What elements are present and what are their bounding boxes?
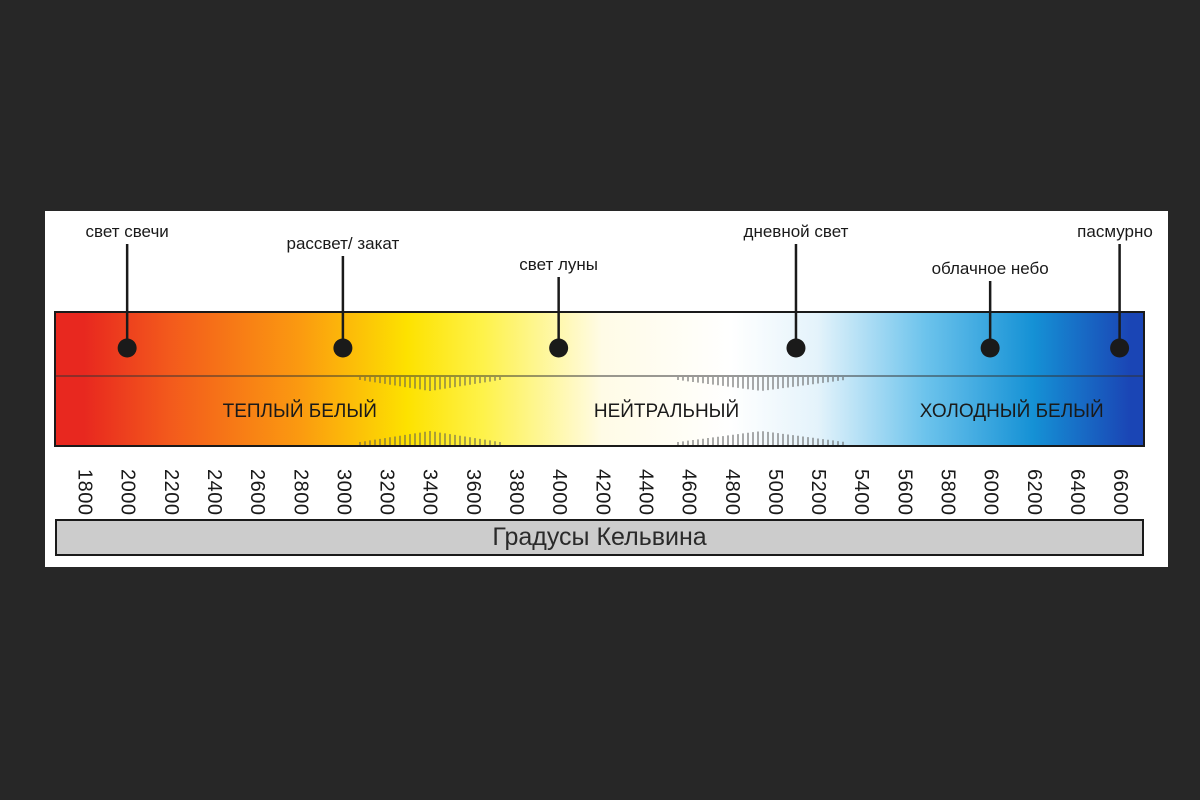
tick-label: 5000 (763, 469, 786, 516)
tick-label: 4400 (634, 469, 657, 516)
annotation-marker-dot (333, 338, 353, 358)
tick-label: 3400 (418, 469, 441, 516)
tick-label: 3000 (332, 469, 355, 516)
color-temperature-chart: свет свечи рассвет/ закат свет луны дневной… (45, 211, 1168, 567)
spectrum-bar (55, 312, 1144, 446)
tick-label: 5200 (807, 469, 830, 516)
tick-label: 6000 (979, 469, 1002, 516)
tick-label: 2800 (289, 469, 312, 516)
tick-label: 3800 (505, 469, 527, 516)
annotation-label: свет свечи (85, 222, 169, 241)
tick-label: 5400 (850, 469, 873, 516)
tick-label: 4600 (677, 469, 700, 516)
annotation-marker-dot (980, 338, 1000, 358)
tick-label: 6400 (1065, 469, 1088, 516)
hatch-marks (359, 377, 844, 445)
tick-label: 5600 (893, 469, 916, 516)
tick-label: 2200 (159, 469, 182, 516)
annotation-marker-dot (786, 338, 806, 358)
tick-label: 6600 (1109, 469, 1132, 516)
tick-label: 4200 (591, 469, 614, 516)
annotation-label: рассвет/ закат (286, 234, 400, 253)
zone-label: НЕЙТРАЛЬНЫЙ (593, 401, 740, 422)
annotation-label: свет луны (519, 255, 599, 274)
tick-label: 2600 (246, 469, 269, 516)
annotation-marker-dot (1110, 338, 1130, 358)
unit-label: Градусы Кельвина (492, 523, 707, 551)
zone-label: ТЕПЛЫЙ БЕЛЫЙ (222, 401, 377, 422)
annotation-label: дневной свет (743, 222, 849, 241)
annotation-marker-dot (117, 338, 137, 358)
tick-label: 5800 (936, 469, 959, 516)
tick-label: 1800 (73, 469, 96, 516)
tick-label: 3600 (461, 469, 484, 516)
tick-label: 2400 (202, 469, 225, 516)
tick-area (55, 446, 1144, 519)
tick-label: 4000 (548, 469, 571, 516)
color-temperature-diagram (54, 244, 1145, 519)
zone-label: ХОЛОДНЫЙ БЕЛЫЙ (919, 401, 1104, 422)
tick-label: 4800 (720, 469, 743, 516)
tick-label: 6200 (1022, 469, 1045, 516)
annotation-label: пасмурно (1077, 222, 1153, 241)
spectrum-bar-border (54, 311, 1145, 447)
annotation-label: облачное небо (931, 259, 1049, 278)
annotation-marker-dot (549, 338, 569, 358)
tick-label: 3200 (375, 469, 398, 516)
tick-label: 2000 (116, 469, 139, 516)
scale-unit-bar: Градусы Кельвина (55, 519, 1144, 556)
